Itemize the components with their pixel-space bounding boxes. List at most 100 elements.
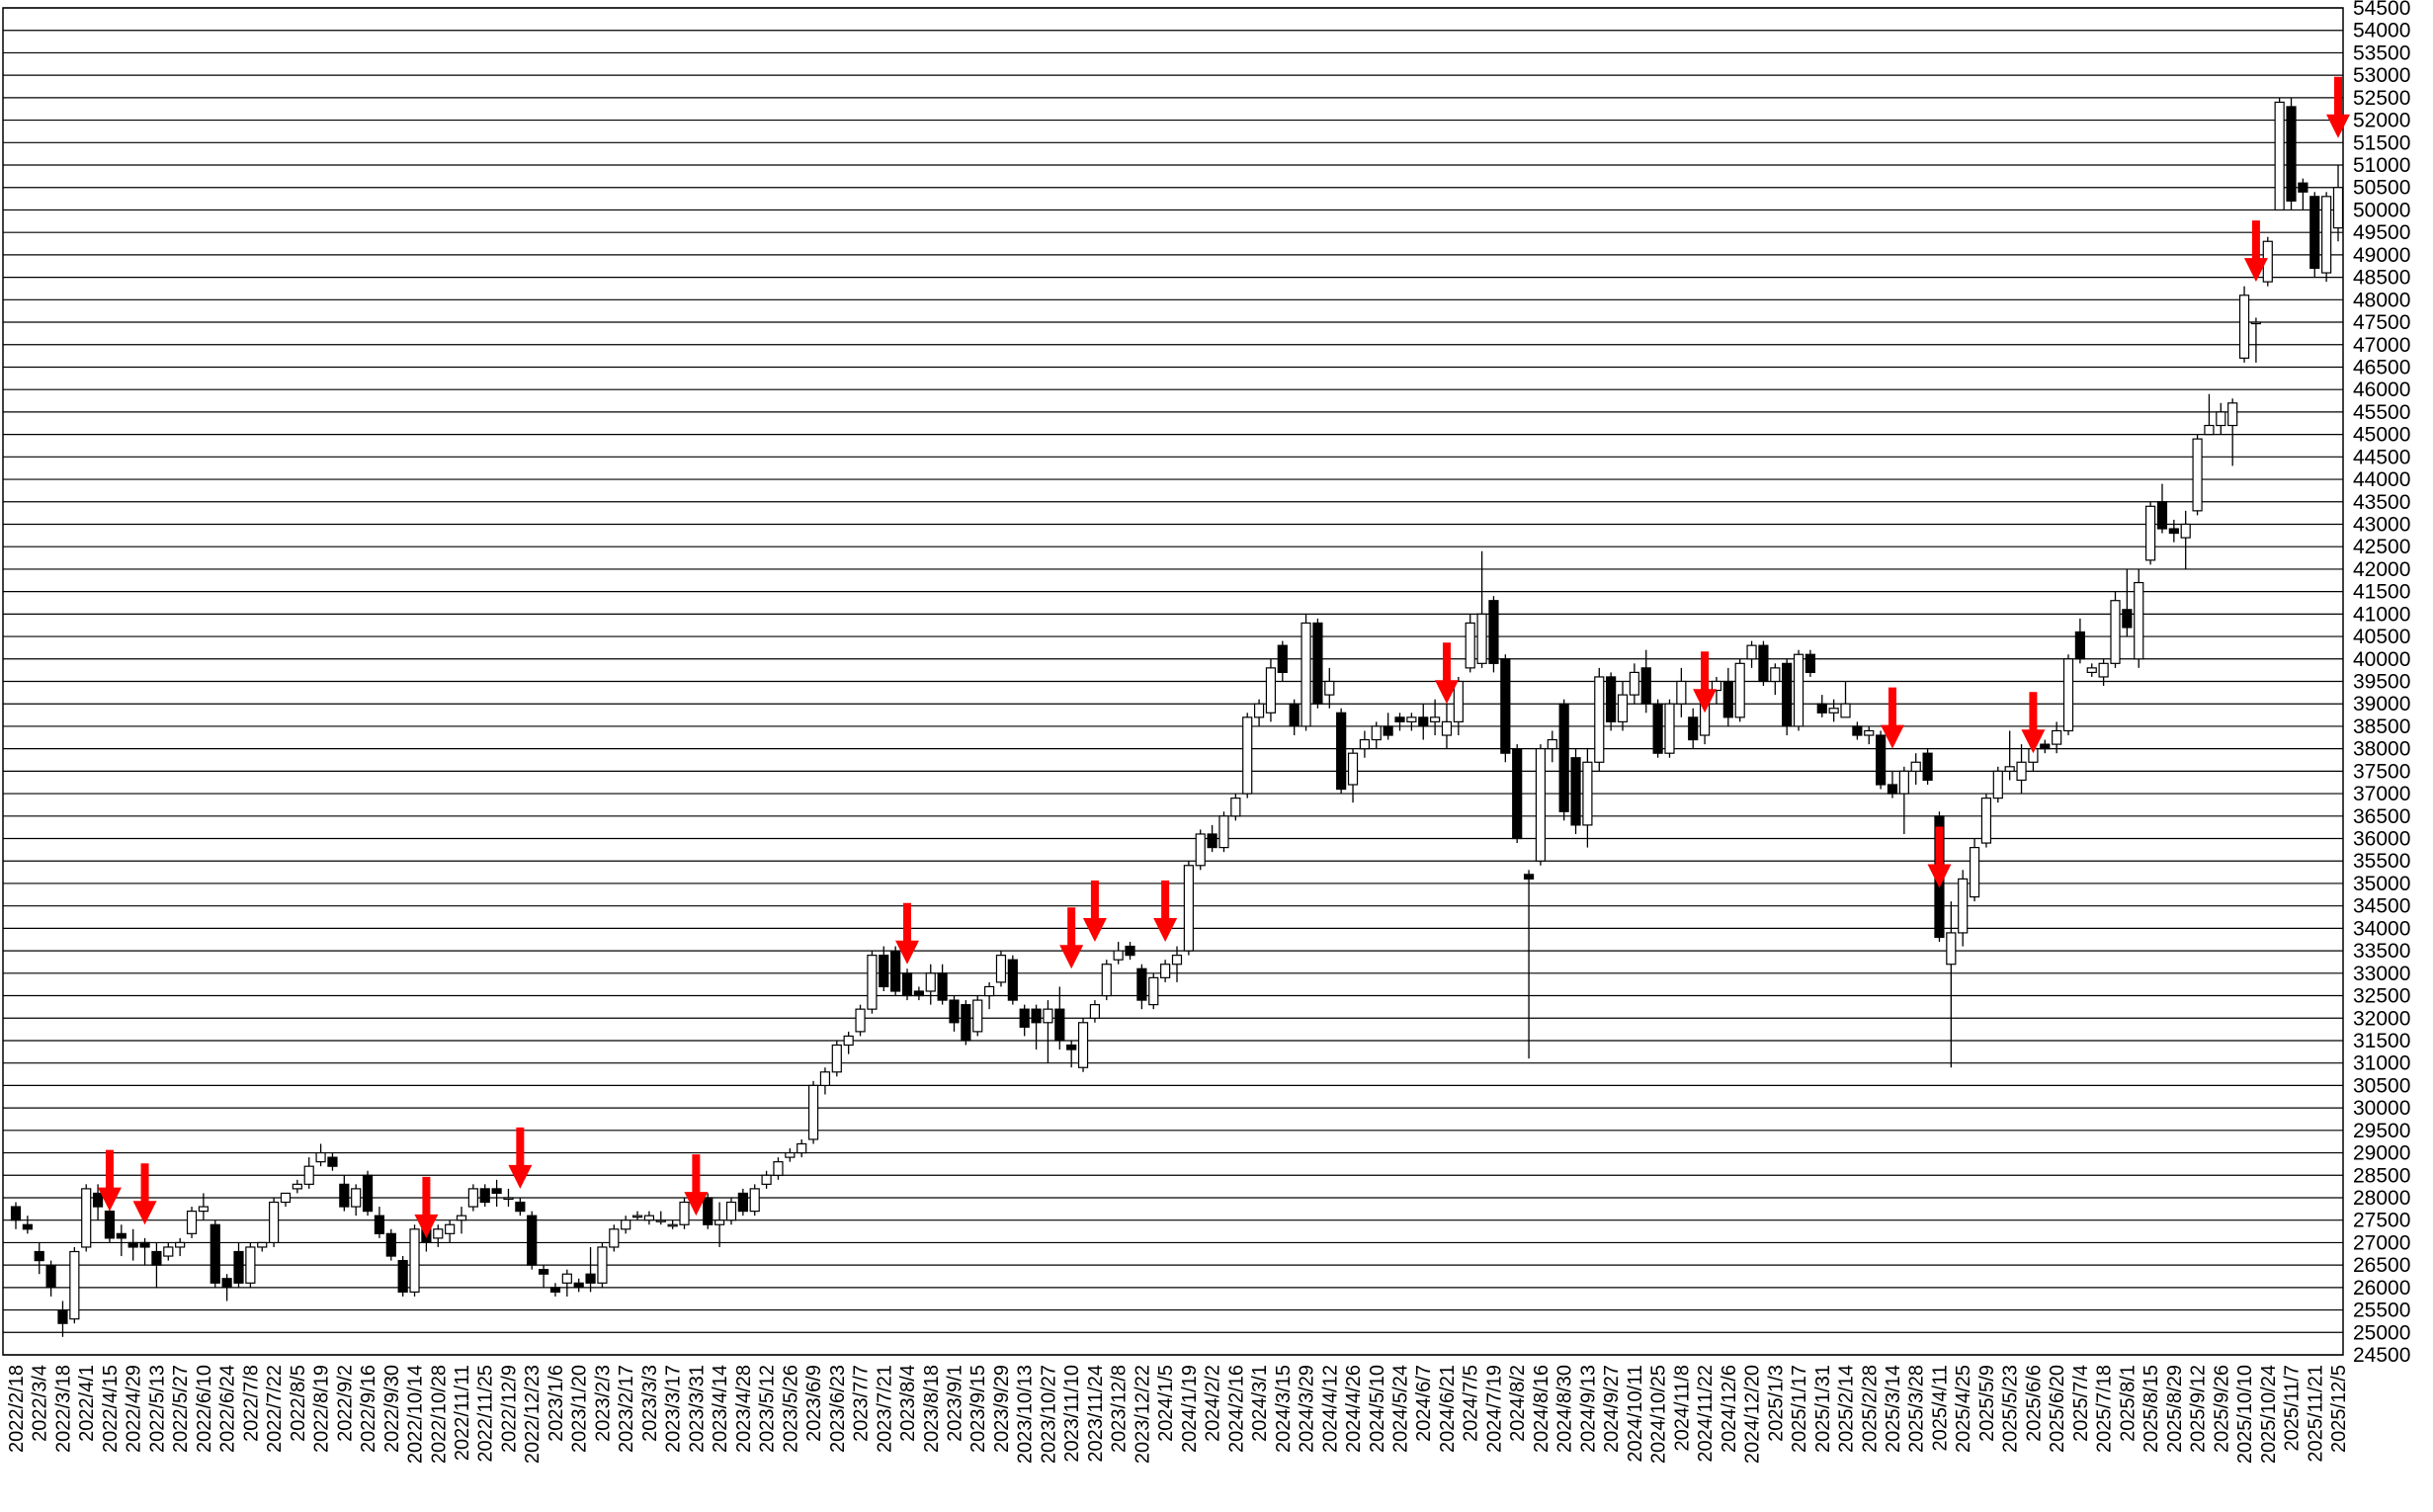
x-tick-label: 2023/3/3 (639, 1365, 661, 1442)
candle-body (527, 1215, 538, 1266)
candle-body (1558, 703, 1569, 812)
y-tick-label: 45000 (2353, 424, 2410, 447)
x-tick-label: 2023/9/29 (991, 1365, 1013, 1453)
candle-body (1852, 725, 1863, 736)
candle-body (1734, 662, 1745, 718)
y-tick-label: 30500 (2353, 1074, 2410, 1097)
candle-body (2227, 402, 2238, 427)
candle-body (139, 1241, 150, 1248)
signal-arrow (1693, 651, 1718, 714)
y-tick-label: 53500 (2353, 42, 2410, 64)
candle-body (879, 955, 889, 988)
signal-arrow (1927, 826, 1952, 888)
y-tick-label: 41000 (2353, 603, 2410, 626)
candle-body (339, 1183, 350, 1208)
candle-body (1347, 752, 1359, 786)
y-tick-label: 39500 (2353, 671, 2410, 694)
x-tick-label: 2024/6/21 (1437, 1365, 1459, 1453)
y-tick-label: 27500 (2353, 1210, 2410, 1232)
y-tick-label: 31500 (2353, 1030, 2410, 1052)
candle-body (597, 1246, 608, 1284)
candle-body (538, 1269, 549, 1275)
x-tick-label: 2024/8/16 (1531, 1365, 1552, 1453)
candle-body (1289, 703, 1300, 727)
x-tick-label: 2024/7/19 (1483, 1365, 1505, 1453)
candle-body (92, 1192, 104, 1208)
signal-arrow (1153, 881, 1178, 943)
candle-body (351, 1188, 362, 1208)
candle-body (2016, 761, 2027, 782)
x-tick-label: 2023/3/17 (663, 1365, 685, 1453)
candle-body (127, 1241, 138, 1248)
candle-body (643, 1215, 655, 1221)
candle-body (245, 1246, 256, 1284)
candle-body (1125, 945, 1135, 957)
x-tick-label: 2025/1/17 (1789, 1365, 1810, 1453)
y-tick-label: 43500 (2353, 491, 2410, 514)
candle-body (1782, 662, 1793, 727)
y-tick-label: 37000 (2353, 783, 2410, 805)
candle-body (1077, 1022, 1089, 1068)
candle-body (362, 1174, 374, 1213)
candle-body (1336, 712, 1347, 791)
y-tick-label: 25000 (2353, 1321, 2410, 1344)
candle-body (961, 1004, 971, 1042)
candle-body (385, 1232, 396, 1257)
candle-body (1430, 716, 1441, 722)
candle-body (1066, 1044, 1077, 1050)
signal-arrow (1434, 642, 1459, 705)
candle-body (1828, 708, 1839, 714)
candle-body (1887, 784, 1898, 795)
x-tick-label: 2023/7/21 (874, 1365, 895, 1453)
y-tick-label: 26000 (2353, 1277, 2410, 1300)
x-tick-label: 2025/10/24 (2258, 1365, 2280, 1464)
candle-body (1570, 757, 1581, 826)
x-tick-label: 2024/10/11 (1625, 1365, 1646, 1463)
y-tick-label: 38500 (2353, 715, 2410, 738)
y-tick-label: 24500 (2353, 1344, 2410, 1367)
candle-body (561, 1273, 572, 1284)
y-tick-label: 34000 (2353, 917, 2410, 940)
x-tick-label: 2024/4/12 (1319, 1365, 1341, 1453)
x-tick-label: 2022/5/13 (146, 1365, 168, 1453)
candle-body (819, 1071, 831, 1087)
candle-body (57, 1308, 68, 1324)
candle-body (1007, 959, 1018, 1001)
x-tick-label: 2022/4/29 (124, 1365, 145, 1453)
x-tick-label: 2024/4/26 (1343, 1365, 1365, 1453)
candle-body (2145, 505, 2156, 561)
x-tick-label: 2024/12/6 (1719, 1365, 1740, 1453)
x-tick-label: 2024/2/16 (1225, 1365, 1247, 1453)
x-tick-label: 2022/2/18 (6, 1365, 28, 1453)
y-tick-label: 51000 (2353, 154, 2410, 177)
x-tick-label: 2022/4/15 (100, 1365, 122, 1453)
candle-body (972, 999, 983, 1033)
x-tick-label: 2025/7/18 (2094, 1365, 2116, 1453)
candle-body (1652, 703, 1663, 754)
candle-body (1722, 680, 1733, 718)
candle-body (1265, 667, 1277, 714)
candle-body (116, 1232, 126, 1239)
x-tick-label: 2022/7/22 (264, 1365, 286, 1453)
candle-body (1441, 720, 1453, 736)
candle-body (1864, 729, 1875, 736)
signal-arrow (414, 1176, 439, 1238)
x-tick-label: 2024/9/13 (1577, 1365, 1599, 1453)
y-tick-label: 41500 (2353, 581, 2410, 604)
candle-body (2052, 729, 2062, 745)
candle-body (609, 1228, 620, 1248)
candle-body (1664, 703, 1675, 754)
candle-body (1312, 622, 1323, 705)
signal-arrow (2021, 692, 2046, 754)
y-tick-label: 26500 (2353, 1254, 2410, 1277)
candle-body (2238, 294, 2250, 359)
x-tick-label: 2024/1/5 (1155, 1365, 1177, 1442)
candle-body (1910, 761, 1921, 772)
x-tick-label: 2024/6/7 (1413, 1365, 1435, 1442)
candle-body (621, 1219, 631, 1230)
candle-body (1148, 976, 1159, 1006)
y-tick-label: 48500 (2353, 267, 2410, 290)
y-tick-label: 32500 (2353, 985, 2410, 1008)
candle-body (1465, 622, 1475, 669)
x-tick-label: 2022/9/2 (334, 1365, 356, 1442)
